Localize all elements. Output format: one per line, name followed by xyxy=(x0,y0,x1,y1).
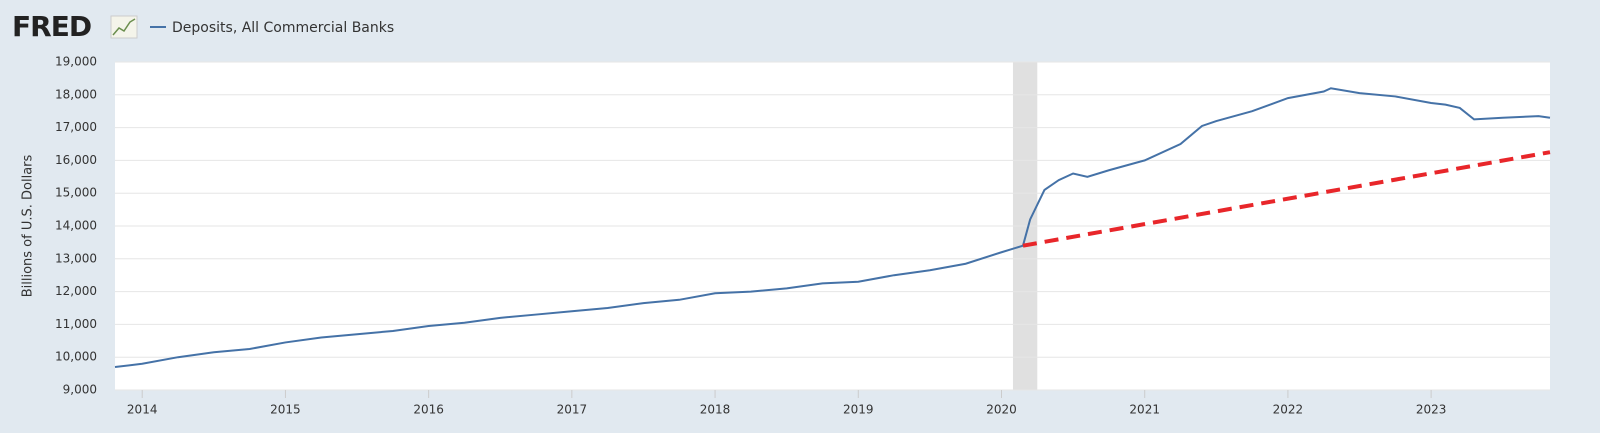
y-tick-label: 19,000 xyxy=(55,55,97,69)
x-tick-label: 2015 xyxy=(270,403,301,417)
legend-label: Deposits, All Commercial Banks xyxy=(172,20,394,36)
y-tick-label: 12,000 xyxy=(55,284,97,298)
y-tick-label: 13,000 xyxy=(55,251,97,265)
x-tick-label: 2022 xyxy=(1273,403,1304,417)
series-line xyxy=(1022,150,1551,248)
y-tick-label: 18,000 xyxy=(55,87,97,101)
x-tick-label: 2014 xyxy=(127,403,158,417)
x-tick-label: 2017 xyxy=(557,403,588,417)
x-tick-label: 2019 xyxy=(843,403,874,417)
y-tick-label: 14,000 xyxy=(55,219,97,233)
x-tick-label: 2023 xyxy=(1416,403,1447,417)
logo[interactable]: FRED xyxy=(12,10,92,43)
y-tick-label: 10,000 xyxy=(55,350,97,364)
x-tick-label: 2018 xyxy=(700,403,731,417)
y-axis-label: Billions of U.S. Dollars xyxy=(21,154,36,297)
logo-icon xyxy=(110,15,138,39)
y-tick-label: 16,000 xyxy=(55,153,97,167)
y-tick-label: 17,000 xyxy=(55,120,97,134)
series-line xyxy=(114,87,1551,369)
x-tick-label: 2016 xyxy=(413,403,444,417)
y-tick-label: 9,000 xyxy=(63,383,97,397)
x-tick-label: 2021 xyxy=(1129,403,1160,417)
y-tick-label: 15,000 xyxy=(55,186,97,200)
y-tick-label: 11,000 xyxy=(55,317,97,331)
x-tick-label: 2020 xyxy=(986,403,1017,417)
